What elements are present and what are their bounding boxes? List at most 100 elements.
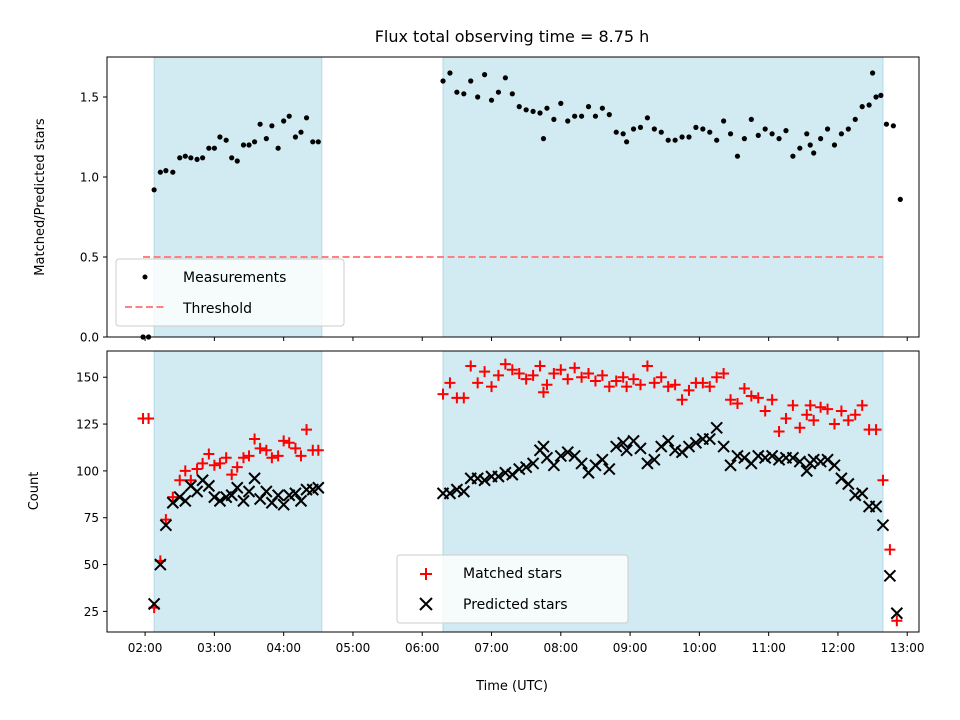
predicted-star-point <box>492 470 505 483</box>
predicted-star-point <box>876 519 890 532</box>
measurement-point <box>263 136 269 142</box>
measurement-point <box>468 78 474 84</box>
predicted-star-point <box>807 453 820 466</box>
predicted-star-point <box>179 494 192 508</box>
matched-star-point <box>254 442 266 454</box>
x-tick-label: 12:00 <box>821 641 856 655</box>
matched-star-point <box>295 450 307 462</box>
matched-star-point <box>583 367 595 379</box>
measurement-point <box>592 113 599 119</box>
matched-star-point <box>828 418 840 430</box>
matched-star-point <box>197 457 209 469</box>
matched-star-point <box>203 448 215 460</box>
measurement-point <box>565 118 571 124</box>
measurement-point <box>157 169 163 175</box>
predicted-star-point <box>682 440 696 453</box>
measurement-point <box>229 155 235 161</box>
matched-star-point <box>548 367 560 379</box>
y-tick-label: 50 <box>84 558 99 572</box>
matched-star-point <box>237 452 249 464</box>
measurement-point <box>797 145 803 151</box>
predicted-star-point <box>793 455 807 468</box>
measurement-point <box>544 105 550 111</box>
x-tick-label: 05:00 <box>336 641 371 655</box>
matched-star-point <box>808 414 820 426</box>
matched-star-point <box>738 382 750 394</box>
matched-star-point <box>506 364 518 376</box>
measurement-point <box>286 113 292 119</box>
matched-star-point <box>534 360 546 372</box>
bottom-panel: 25 50 75 100 125 150 02:00 03:00 04:00 05:00 06:0… <box>27 350 925 694</box>
measurement-point <box>838 131 845 137</box>
matched-star-point <box>260 444 272 456</box>
predicted-star-point <box>260 485 273 498</box>
predicted-star-point <box>724 459 737 472</box>
measurement-point <box>523 107 529 113</box>
matched-star-point <box>683 384 695 396</box>
measurement-point <box>257 121 263 127</box>
measurement-point <box>495 89 502 95</box>
predicted-star-point <box>312 481 325 494</box>
matched-star-point <box>669 379 681 391</box>
measurement-point <box>824 126 831 132</box>
predicted-star-point <box>443 487 457 500</box>
matched-star-point <box>815 401 827 413</box>
predicted-star-point <box>208 490 221 504</box>
matched-star-point <box>191 463 203 475</box>
matched-star-point <box>822 403 834 415</box>
measurement-point <box>783 128 789 134</box>
measurement-point <box>240 142 247 148</box>
matched-star-point <box>458 392 470 404</box>
matched-star-point <box>884 544 896 556</box>
measurement-point <box>630 126 637 132</box>
predicted-star-point <box>596 453 609 466</box>
y-tick-label: 0.0 <box>80 331 99 345</box>
top-legend: Measurements Threshold <box>115 258 345 327</box>
measurement-point <box>170 169 176 175</box>
matched-star-point <box>278 435 290 447</box>
predicted-star-point <box>703 432 716 446</box>
predicted-star-point <box>554 449 568 463</box>
predicted-star-point <box>855 487 869 500</box>
measurement-point <box>151 187 157 193</box>
measurement-point <box>194 156 200 162</box>
x-axis-label: Time (UTC) <box>475 679 548 694</box>
predicted-star-point <box>731 449 744 463</box>
matched-star-point <box>780 412 792 424</box>
matched-star-point <box>231 461 243 473</box>
measurement-point <box>206 145 212 151</box>
measurement-point <box>852 116 858 122</box>
measurement-point <box>246 142 252 148</box>
predicted-star-point <box>450 483 464 496</box>
predicted-star-point <box>849 489 862 502</box>
predicted-star-point <box>147 597 161 611</box>
measurement-point <box>714 137 720 143</box>
matched-star-point <box>160 514 172 526</box>
bottom-axes-frame <box>106 350 920 633</box>
bottom-legend: Matched stars Predicted stars <box>396 554 629 624</box>
legend-matched-marker <box>420 568 432 580</box>
matched-star-point <box>472 377 484 389</box>
matched-star-point <box>870 424 882 436</box>
matched-star-point <box>731 397 743 409</box>
matched-star-point <box>289 442 301 454</box>
measurement-point <box>481 72 488 78</box>
measurement-point <box>734 153 741 159</box>
predicted-star-point <box>471 472 484 485</box>
predicted-star-point <box>883 569 897 583</box>
predicted-star-point <box>277 498 290 511</box>
matched-star-point <box>312 444 324 456</box>
matched-star-point <box>283 437 295 449</box>
measurement-point <box>883 121 890 127</box>
predicted-star-point <box>154 558 167 571</box>
predicted-star-point <box>173 490 186 504</box>
matched-star-point <box>662 381 674 393</box>
measurement-point <box>269 123 275 129</box>
predicted-star-point <box>828 459 841 472</box>
matched-star-point <box>479 366 491 378</box>
predicted-star-point <box>689 436 703 450</box>
top-y-ticks: 0.0 0.5 1.0 1.5 <box>80 91 107 345</box>
measurement-point <box>700 126 706 132</box>
matched-star-point <box>628 373 640 385</box>
measurement-point <box>873 94 879 100</box>
